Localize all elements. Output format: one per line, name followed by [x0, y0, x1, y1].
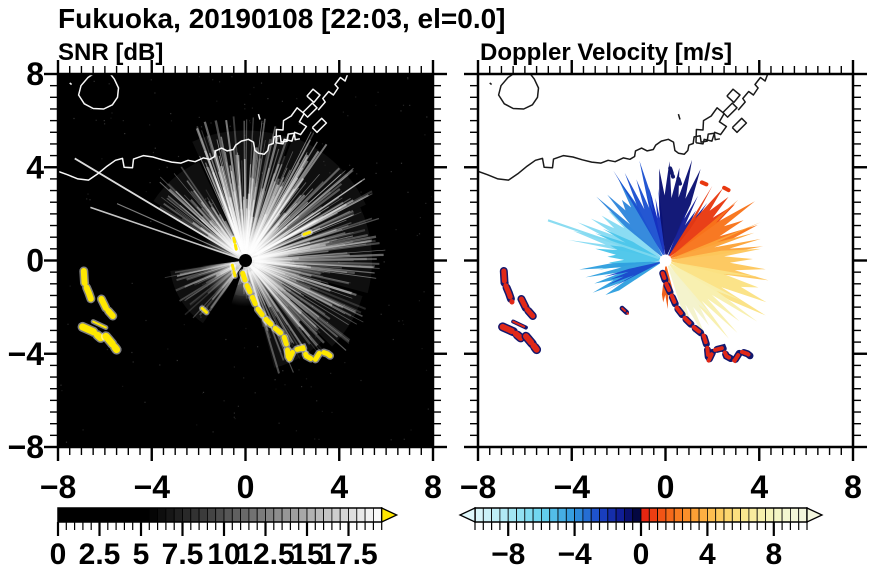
velocity-panel-title: Doppler Velocity [m/s]: [480, 39, 732, 66]
colorbar-tick-label: 17.5: [319, 538, 377, 570]
y-tick-label: −4: [8, 336, 45, 372]
x-tick-label: 0: [237, 469, 255, 505]
x-tick-label: −8: [40, 469, 76, 505]
colorbar-tick-label: 0: [50, 538, 67, 570]
y-tick-label: 0: [26, 243, 44, 279]
colorbar-tick-label: 7.5: [162, 538, 204, 570]
x-tick-label: −8: [460, 469, 496, 505]
x-tick-label: 4: [750, 469, 768, 505]
colorbar-tick-label: 5: [133, 538, 150, 570]
axes-frames-and-ticks: [44, 60, 867, 461]
velocity-colorbar: −8 −4 0 4 8: [458, 506, 824, 570]
y-tick-label: 4: [26, 149, 44, 185]
snr-panel-title: SNR [dB]: [58, 39, 163, 66]
colorbar-tick-label: 8: [765, 538, 782, 570]
colorbar-tick-label: 4: [699, 538, 716, 570]
axis-tick-labels: −8 −8 −4 −4 0 0 4 4 8 8 −8 −4 0 4 8: [8, 56, 862, 505]
x-tick-label: 8: [844, 469, 862, 505]
y-tick-label: −8: [8, 429, 44, 465]
figure-title: Fukuoka, 20190108 [22:03, el=0.0]: [58, 3, 506, 34]
x-tick-label: −4: [134, 469, 171, 505]
colorbar-tick-label: 2.5: [79, 538, 121, 570]
velocity-ppi-image: [478, 74, 853, 447]
colorbar-tick-label: −8: [491, 538, 525, 570]
colorbar-tick-label: 15: [290, 538, 323, 570]
y-tick-label: 8: [26, 56, 44, 92]
x-tick-label: 4: [330, 469, 348, 505]
x-tick-label: 8: [424, 469, 442, 505]
snr-ppi-image: [58, 74, 433, 447]
colorbar-tick-label: −4: [557, 538, 592, 570]
colorbar-tick-label: 0: [633, 538, 650, 570]
colorbar-tick-label: 10: [207, 538, 240, 570]
x-tick-label: −4: [554, 469, 591, 505]
colorbar-tick-label: 12.5: [236, 538, 294, 570]
x-tick-label: 0: [657, 469, 675, 505]
